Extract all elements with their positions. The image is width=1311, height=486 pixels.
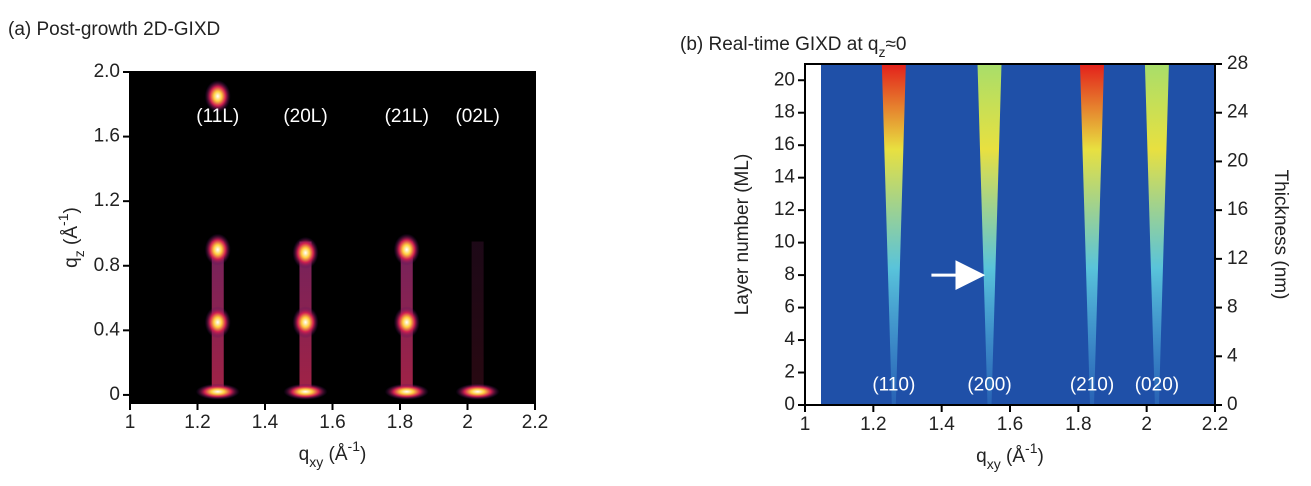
y-tick-label: 0 bbox=[784, 394, 795, 415]
intensity-spot bbox=[393, 233, 420, 266]
y-tick-label: 8 bbox=[784, 264, 795, 285]
x-tick-label: 2.2 bbox=[1202, 414, 1228, 435]
y2-tick-label: 0 bbox=[1227, 394, 1238, 415]
x-tick-label: 1.4 bbox=[252, 412, 279, 433]
y-tick-label: 10 bbox=[774, 232, 795, 253]
y2-tick-label: 28 bbox=[1227, 53, 1248, 74]
peak-label: (11L) bbox=[196, 106, 239, 127]
peak-label: (21L) bbox=[385, 106, 429, 127]
label-part: -1 bbox=[55, 213, 71, 226]
label-part: ) bbox=[61, 207, 82, 213]
y2-tick-label: 12 bbox=[1227, 248, 1248, 269]
y-tick-label: 16 bbox=[774, 134, 795, 155]
x-tick-label: 1.6 bbox=[319, 412, 345, 433]
y-tick-label: 2.0 bbox=[94, 61, 120, 82]
y2-tick-label: 16 bbox=[1227, 199, 1248, 220]
y-tick-label: 0.4 bbox=[94, 319, 121, 340]
x-tick-label: 1.8 bbox=[387, 412, 413, 433]
peak-label: (02L) bbox=[455, 106, 499, 127]
x-tick-label: 2.2 bbox=[522, 412, 548, 433]
intensity-spot bbox=[195, 383, 240, 400]
label-part: (b) Real-time GIXD at q bbox=[680, 34, 879, 55]
label-part: z bbox=[879, 44, 886, 60]
y-tick-label: 1.2 bbox=[94, 190, 120, 211]
label-part: ) bbox=[360, 444, 366, 465]
intensity-spot bbox=[204, 306, 231, 339]
intensity-spot bbox=[292, 236, 319, 269]
intensity-spot bbox=[384, 383, 429, 400]
y-tick-label: 2 bbox=[784, 362, 795, 383]
x-axis-label: qxy (Å-1) bbox=[299, 438, 367, 470]
intensity-spot bbox=[292, 306, 319, 339]
y-tick-label: 0 bbox=[109, 384, 120, 405]
label-part: xy bbox=[987, 456, 1001, 472]
panel-title: (b) Real-time GIXD at qz≈0 bbox=[680, 34, 907, 60]
x-tick-label: 1.2 bbox=[184, 412, 210, 433]
y-axis-label: Layer number (ML) bbox=[732, 154, 753, 316]
y-tick-label: 4 bbox=[784, 329, 795, 350]
intensity-spot bbox=[204, 80, 231, 113]
label-part: (Å bbox=[61, 226, 82, 251]
label-part: q bbox=[61, 257, 82, 268]
intensity-streak bbox=[977, 64, 1002, 405]
plot-background bbox=[130, 72, 535, 403]
y2-axis-label: Thickness (nm) bbox=[1270, 170, 1291, 300]
intensity-streak bbox=[881, 64, 906, 405]
y-tick-label: 1.6 bbox=[94, 126, 120, 147]
x-tick-label: 2 bbox=[1141, 414, 1152, 435]
panel-title: (a) Post-growth 2D-GIXD bbox=[8, 19, 220, 40]
intensity-spot bbox=[393, 306, 420, 339]
intensity-spot bbox=[283, 383, 328, 400]
x-tick-label: 1.8 bbox=[1065, 414, 1091, 435]
y-tick-label: 14 bbox=[774, 167, 796, 188]
y-axis-label: qz (Å-1) bbox=[55, 207, 87, 268]
label-part: -1 bbox=[1025, 440, 1038, 456]
label-part: q bbox=[976, 446, 987, 467]
intensity-spot bbox=[204, 233, 231, 266]
peak-label: (110) bbox=[872, 375, 915, 396]
y2-tick-label: 4 bbox=[1227, 345, 1238, 366]
y-tick-label: 0.8 bbox=[94, 255, 120, 276]
y2-tick-label: 8 bbox=[1227, 297, 1238, 318]
y-tick-label: 12 bbox=[774, 199, 795, 220]
x-tick-label: 1.2 bbox=[860, 414, 886, 435]
intensity-streak bbox=[1144, 64, 1169, 405]
intensity-streak bbox=[1080, 64, 1104, 405]
label-part: q bbox=[299, 444, 310, 465]
x-tick-label: 2 bbox=[462, 412, 473, 433]
y-tick-label: 20 bbox=[774, 69, 795, 90]
label-part: ≈0 bbox=[886, 34, 907, 55]
label-part: (Å bbox=[1001, 446, 1026, 467]
label-part: (Å bbox=[323, 444, 348, 465]
y-tick-label: 6 bbox=[784, 297, 795, 318]
peak-label: (210) bbox=[1070, 375, 1114, 396]
blank-strip bbox=[805, 64, 821, 405]
label-part: -1 bbox=[348, 438, 361, 454]
x-tick-label: 1 bbox=[800, 414, 811, 435]
x-tick-label: 1.4 bbox=[928, 414, 955, 435]
peak-label: (20L) bbox=[283, 106, 327, 127]
label-part: xy bbox=[309, 454, 323, 470]
label-part: z bbox=[71, 250, 87, 257]
intensity-spot bbox=[455, 383, 500, 400]
label-part: ) bbox=[1037, 446, 1043, 467]
y-tick-label: 18 bbox=[774, 102, 795, 123]
y2-tick-label: 20 bbox=[1227, 150, 1248, 171]
intensity-streak bbox=[471, 241, 484, 395]
x-tick-label: 1.6 bbox=[997, 414, 1023, 435]
peak-label: (200) bbox=[967, 375, 1011, 396]
y2-tick-label: 24 bbox=[1227, 102, 1249, 123]
peak-label: (020) bbox=[1135, 375, 1179, 396]
x-tick-label: 1 bbox=[125, 412, 136, 433]
x-axis-label: qxy (Å-1) bbox=[976, 440, 1044, 472]
